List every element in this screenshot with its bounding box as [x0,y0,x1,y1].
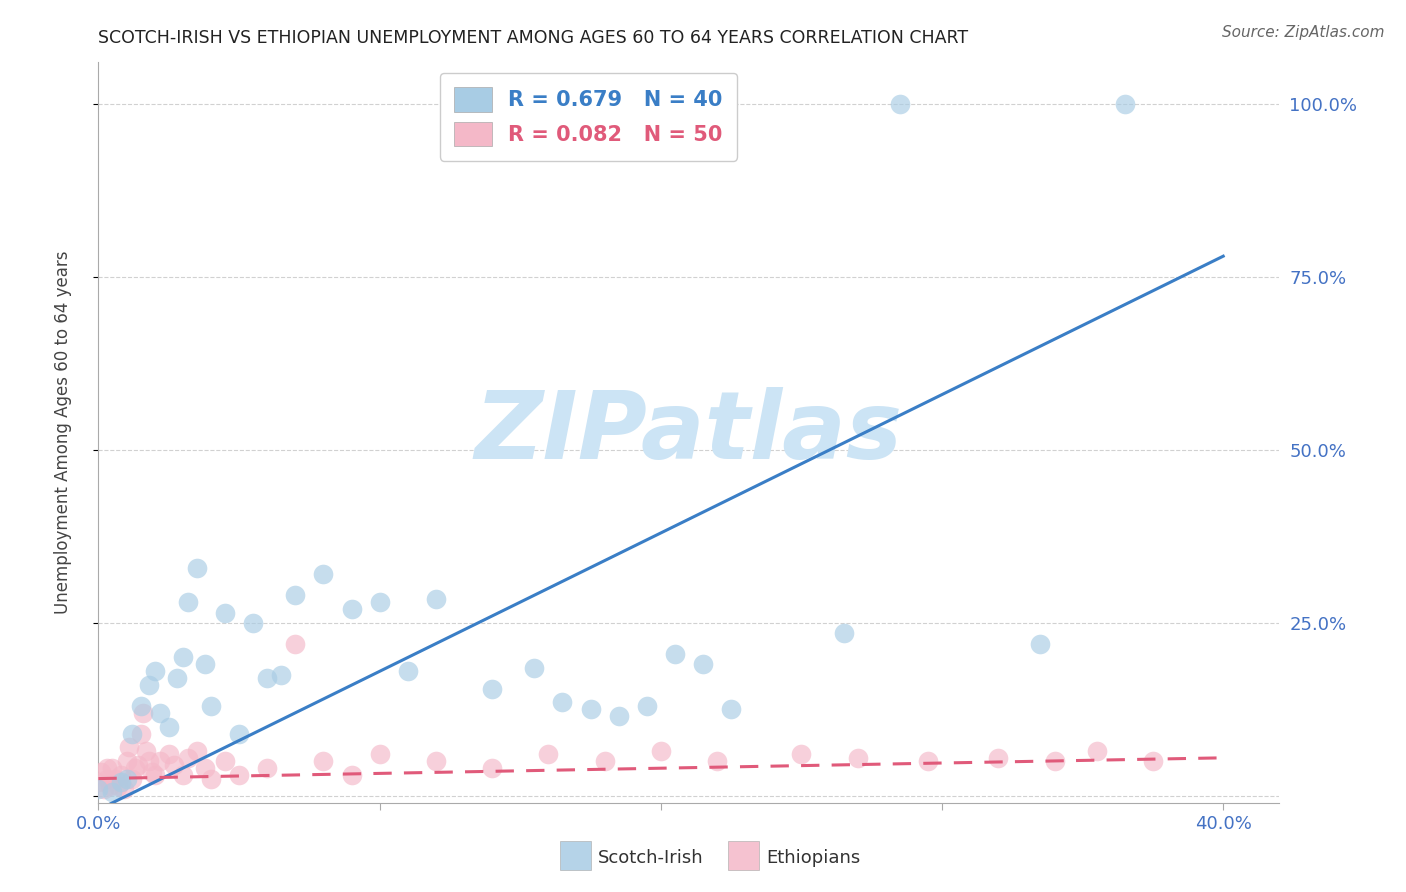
Point [396,665,419,679]
Point [107,779,129,793]
Text: ZIPatlas: ZIPatlas [475,386,903,479]
Point [917,754,939,768]
Point [607,709,630,723]
Point [186,560,208,574]
Point [149,706,172,720]
Point [177,751,200,765]
Point [96,761,118,775]
Point [194,657,217,672]
Point [214,606,236,620]
Point [284,588,307,602]
Point [593,754,616,768]
Point [425,591,447,606]
Point [1043,754,1066,768]
Point [186,744,208,758]
Point [1142,754,1164,768]
Point [312,567,335,582]
Point [242,615,264,630]
Point [228,768,250,782]
Point [163,757,186,772]
Y-axis label: Unemployment Among Ages 60 to 64 years: Unemployment Among Ages 60 to 64 years [53,251,72,615]
Point [832,626,855,640]
Point [425,754,447,768]
Point [129,726,152,740]
Point [118,740,141,755]
Point [889,97,911,112]
Point [340,602,363,616]
Point [706,754,728,768]
Point [124,761,146,775]
Point [121,772,143,786]
Point [194,761,217,775]
Point [340,768,363,782]
Point [1029,637,1052,651]
Point [141,764,163,779]
Point [214,754,236,768]
Point [101,761,124,775]
Point [132,706,155,720]
Point [138,678,160,692]
Point [127,757,149,772]
Point [96,772,118,786]
Point [1085,744,1108,758]
Point [481,761,503,775]
Point [166,671,188,685]
Point [157,747,180,762]
Point [172,650,194,665]
Point [692,657,714,672]
Point [270,667,292,681]
Point [256,761,278,775]
Point [636,698,658,713]
Point [987,751,1010,765]
Point [1114,97,1136,112]
Text: Scotch-Irish: Scotch-Irish [598,849,703,867]
Point [138,754,160,768]
Point [112,781,135,796]
Point [149,754,172,768]
Point [650,744,672,758]
Point [720,702,742,716]
Point [172,768,194,782]
Point [93,781,115,796]
Point [157,720,180,734]
Point [256,671,278,685]
Point [110,768,132,782]
Point [368,595,391,609]
Point [104,772,127,786]
Legend: R = 0.679   N = 40, R = 0.082   N = 50: R = 0.679 N = 40, R = 0.082 N = 50 [440,73,737,161]
Point [177,595,200,609]
Point [87,781,110,796]
Point [90,764,112,779]
Point [579,702,602,716]
Text: SCOTCH-IRISH VS ETHIOPIAN UNEMPLOYMENT AMONG AGES 60 TO 64 YEARS CORRELATION CHA: SCOTCH-IRISH VS ETHIOPIAN UNEMPLOYMENT A… [98,29,969,47]
Point [200,772,222,786]
Point [481,681,503,696]
Point [368,747,391,762]
Point [87,775,110,789]
Point [200,698,222,713]
Point [551,696,574,710]
Point [135,744,157,758]
Point [790,747,813,762]
Point [312,754,335,768]
Point [143,665,166,679]
Point [284,637,307,651]
Point [115,754,138,768]
Point [228,726,250,740]
Point [115,772,138,786]
Point [537,747,560,762]
Point [523,661,546,675]
Point [98,779,121,793]
Text: Source: ZipAtlas.com: Source: ZipAtlas.com [1222,25,1385,40]
Point [129,698,152,713]
Point [846,751,869,765]
Point [143,768,166,782]
Point [121,726,143,740]
Point [664,647,686,661]
Text: Ethiopians: Ethiopians [766,849,860,867]
Point [110,775,132,789]
Point [101,785,124,799]
